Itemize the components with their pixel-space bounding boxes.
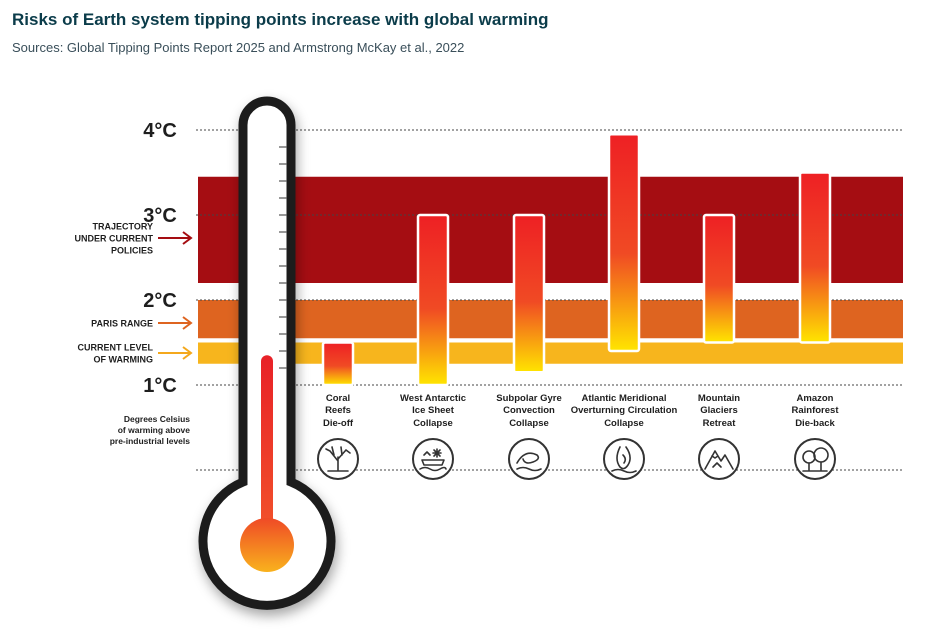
- band-1: [198, 300, 903, 339]
- band-2: [198, 342, 903, 364]
- impact-label: Collapse: [413, 418, 453, 429]
- bar-ice-sheet[interactable]: [416, 213, 450, 387]
- bar-coral[interactable]: [321, 341, 355, 387]
- gyre-icon: [508, 438, 550, 480]
- y-tick-label: 1°C: [143, 375, 177, 397]
- category-label: Mountain Glaciers: [698, 393, 740, 416]
- band-label-0: TRAJECTORY UNDER CURRENT POLICIES: [75, 222, 154, 256]
- band-0: [198, 176, 903, 283]
- ice-sheet-icon: [412, 438, 454, 480]
- forest-icon: [794, 438, 836, 480]
- bar-mountain[interactable]: [702, 213, 736, 344]
- bar-forest[interactable]: [798, 171, 832, 344]
- category-label: Amazon Rainforest: [792, 393, 840, 416]
- band-label-2: CURRENT LEVEL OF WARMING: [77, 343, 153, 365]
- category-label: Atlantic Meridional Overturning Circulati…: [571, 393, 678, 416]
- band-arrow-0: [158, 231, 193, 245]
- category-label: Coral Reefs: [325, 393, 351, 416]
- y-tick-label: 2°C: [143, 290, 177, 312]
- chart-subtitle: Sources: Global Tipping Points Report 20…: [12, 40, 465, 55]
- y-tick-label: 3°C: [143, 205, 177, 227]
- y-axis-label: Degrees Celsius of warming above pre-indus…: [110, 414, 191, 446]
- band-arrow-2: [158, 346, 193, 360]
- thermometer-bulb: [240, 518, 294, 572]
- bar-ocean-circulation[interactable]: [607, 133, 641, 353]
- coral-icon: [317, 438, 359, 480]
- bar-gyre[interactable]: [512, 213, 546, 374]
- impact-label: Collapse: [509, 418, 549, 429]
- impact-label: Collapse: [604, 418, 644, 429]
- category-label: West Antarctic Ice Sheet: [400, 393, 466, 416]
- ocean-circulation-icon: [603, 438, 645, 480]
- impact-label: Die-off: [323, 418, 354, 429]
- category-label: Subpolar Gyre Convection: [496, 393, 561, 416]
- band-label-1: PARIS RANGE: [91, 319, 153, 329]
- thermometer-mercury: [261, 355, 273, 540]
- impact-label: Die-back: [795, 418, 835, 429]
- chart-title: Risks of Earth system tipping points inc…: [12, 10, 549, 29]
- band-arrow-1: [158, 316, 193, 330]
- thermometer-outline: [198, 96, 336, 610]
- y-tick-label: 4°C: [143, 120, 177, 142]
- impact-label: Retreat: [703, 418, 737, 429]
- mountain-icon: [698, 438, 740, 480]
- thermometer: [198, 96, 336, 610]
